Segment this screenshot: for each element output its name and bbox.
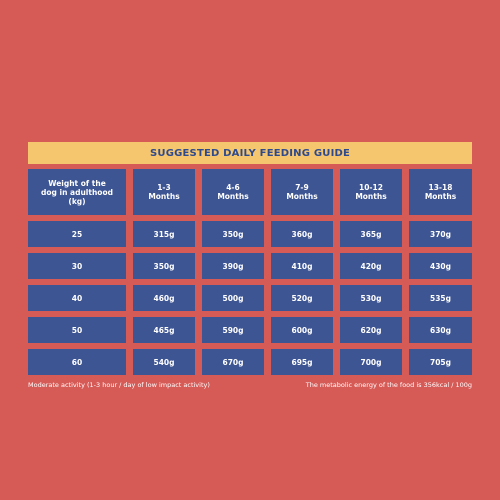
header-age-5: 13-18 Months: [409, 169, 472, 215]
table-cell: 390g: [202, 253, 264, 279]
table-cell: 630g: [409, 317, 472, 343]
activity-footnote: Moderate activity (1-3 hour / day of low…: [28, 381, 210, 389]
row-weight-cell: 50: [28, 317, 126, 343]
table-cell: 430g: [409, 253, 472, 279]
table-cell: 370g: [409, 221, 472, 247]
table-cell: 365g: [340, 221, 402, 247]
table-cell: 700g: [340, 349, 402, 375]
header-age-3: 7-9 Months: [271, 169, 333, 215]
table-cell: 670g: [202, 349, 264, 375]
row-weight-cell: 30: [28, 253, 126, 279]
row-weight-cell: 40: [28, 285, 126, 311]
table-cell: 350g: [133, 253, 195, 279]
table-cell: 600g: [271, 317, 333, 343]
row-weight-cell: 60: [28, 349, 126, 375]
header-age-4: 10-12 Months: [340, 169, 402, 215]
header-weight: Weight of the dog in adulthood (kg): [28, 169, 126, 215]
table-cell: 535g: [409, 285, 472, 311]
table-cell: 500g: [202, 285, 264, 311]
row-weight-cell: 25: [28, 221, 126, 247]
table-cell: 360g: [271, 221, 333, 247]
guide-title: SUGGESTED DAILY FEEDING GUIDE: [149, 147, 351, 159]
table-cell: 620g: [340, 317, 402, 343]
table-cell: 410g: [271, 253, 333, 279]
energy-footnote: The metabolic energy of the food is 356k…: [305, 381, 472, 389]
table-cell: 520g: [271, 285, 333, 311]
table-cell: 465g: [133, 317, 195, 343]
feeding-table: Weight of the dog in adulthood (kg) 1-3 …: [28, 169, 472, 375]
table-cell: 530g: [340, 285, 402, 311]
table-cell: 695g: [271, 349, 333, 375]
table-cell: 420g: [340, 253, 402, 279]
table-cell: 315g: [133, 221, 195, 247]
table-cell: 590g: [202, 317, 264, 343]
guide-title-banner: SUGGESTED DAILY FEEDING GUIDE: [28, 142, 472, 164]
table-cell: 540g: [133, 349, 195, 375]
table-cell: 460g: [133, 285, 195, 311]
table-cell: 705g: [409, 349, 472, 375]
table-cell: 350g: [202, 221, 264, 247]
header-age-1: 1-3 Months: [133, 169, 195, 215]
header-age-2: 4-6 Months: [202, 169, 264, 215]
